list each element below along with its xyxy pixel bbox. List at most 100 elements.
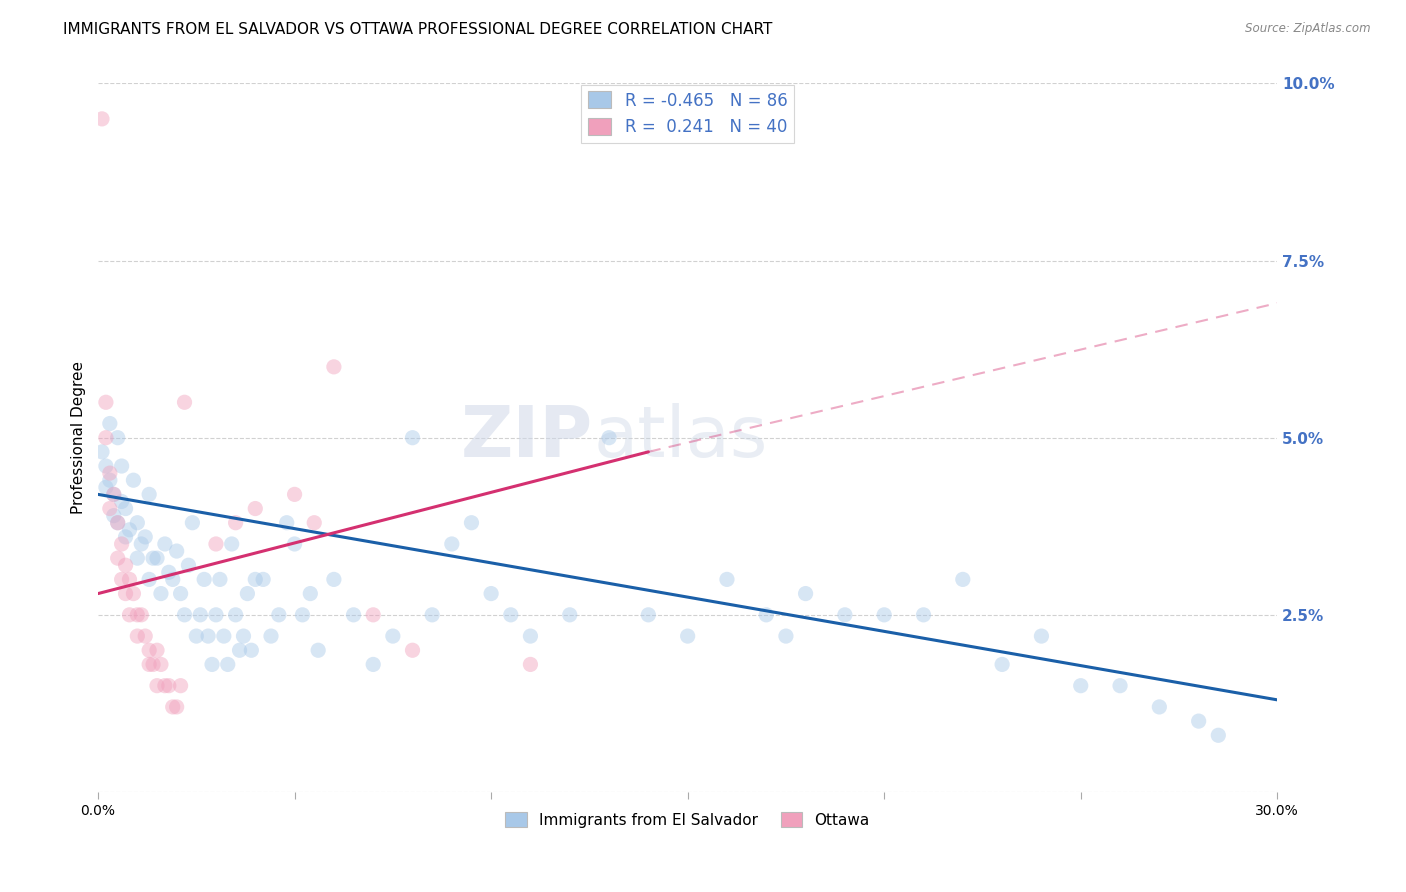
- Point: [114, 558, 136, 573]
- Point: [138, 487, 160, 501]
- Point: [834, 607, 856, 622]
- Point: [118, 573, 141, 587]
- Point: [122, 473, 145, 487]
- Point: [499, 607, 522, 622]
- Point: [134, 629, 156, 643]
- Point: [118, 523, 141, 537]
- Point: [381, 629, 404, 643]
- Point: [153, 679, 176, 693]
- Point: [127, 629, 149, 643]
- Text: ZIP: ZIP: [461, 403, 593, 472]
- Point: [276, 516, 298, 530]
- Point: [991, 657, 1014, 672]
- Point: [212, 629, 235, 643]
- Point: [228, 643, 250, 657]
- Point: [173, 607, 195, 622]
- Point: [177, 558, 200, 573]
- Point: [519, 629, 541, 643]
- Point: [129, 607, 152, 622]
- Point: [519, 657, 541, 672]
- Point: [260, 629, 283, 643]
- Point: [157, 566, 180, 580]
- Text: IMMIGRANTS FROM EL SALVADOR VS OTTAWA PROFESSIONAL DEGREE CORRELATION CHART: IMMIGRANTS FROM EL SALVADOR VS OTTAWA PR…: [63, 22, 773, 37]
- Y-axis label: Professional Degree: Professional Degree: [72, 361, 86, 514]
- Point: [146, 679, 169, 693]
- Point: [284, 537, 307, 551]
- Point: [361, 657, 384, 672]
- Point: [912, 607, 935, 622]
- Point: [188, 607, 211, 622]
- Point: [1188, 714, 1211, 728]
- Point: [166, 700, 188, 714]
- Point: [94, 395, 117, 409]
- Point: [166, 544, 188, 558]
- Point: [94, 458, 117, 473]
- Point: [1031, 629, 1053, 643]
- Point: [142, 551, 165, 566]
- Point: [94, 480, 117, 494]
- Point: [111, 494, 134, 508]
- Point: [205, 537, 228, 551]
- Point: [208, 573, 231, 587]
- Point: [205, 607, 228, 622]
- Point: [440, 537, 463, 551]
- Point: [127, 551, 149, 566]
- Point: [245, 573, 267, 587]
- Point: [91, 445, 114, 459]
- Point: [291, 607, 314, 622]
- Point: [598, 431, 620, 445]
- Point: [479, 586, 502, 600]
- Point: [637, 607, 659, 622]
- Point: [173, 395, 195, 409]
- Point: [149, 586, 172, 600]
- Point: [245, 501, 267, 516]
- Point: [676, 629, 699, 643]
- Point: [716, 573, 738, 587]
- Point: [107, 431, 129, 445]
- Point: [322, 573, 344, 587]
- Point: [307, 643, 329, 657]
- Point: [111, 573, 134, 587]
- Point: [107, 516, 129, 530]
- Point: [775, 629, 797, 643]
- Point: [91, 112, 114, 126]
- Point: [169, 586, 191, 600]
- Point: [114, 501, 136, 516]
- Text: Source: ZipAtlas.com: Source: ZipAtlas.com: [1246, 22, 1371, 36]
- Point: [107, 516, 129, 530]
- Point: [460, 516, 482, 530]
- Point: [98, 473, 121, 487]
- Point: [794, 586, 817, 600]
- Point: [252, 573, 274, 587]
- Point: [162, 700, 184, 714]
- Point: [134, 530, 156, 544]
- Point: [114, 586, 136, 600]
- Point: [873, 607, 896, 622]
- Point: [236, 586, 259, 600]
- Point: [107, 551, 129, 566]
- Point: [157, 679, 180, 693]
- Point: [284, 487, 307, 501]
- Point: [146, 643, 169, 657]
- Point: [186, 629, 208, 643]
- Point: [138, 657, 160, 672]
- Point: [322, 359, 344, 374]
- Point: [221, 537, 243, 551]
- Point: [122, 586, 145, 600]
- Point: [129, 537, 152, 551]
- Point: [197, 629, 219, 643]
- Point: [420, 607, 443, 622]
- Point: [232, 629, 254, 643]
- Point: [201, 657, 224, 672]
- Point: [138, 573, 160, 587]
- Point: [118, 607, 141, 622]
- Point: [952, 573, 974, 587]
- Point: [217, 657, 239, 672]
- Text: atlas: atlas: [593, 403, 768, 472]
- Point: [401, 431, 423, 445]
- Point: [1070, 679, 1092, 693]
- Point: [299, 586, 322, 600]
- Point: [1109, 679, 1132, 693]
- Point: [98, 466, 121, 480]
- Point: [127, 516, 149, 530]
